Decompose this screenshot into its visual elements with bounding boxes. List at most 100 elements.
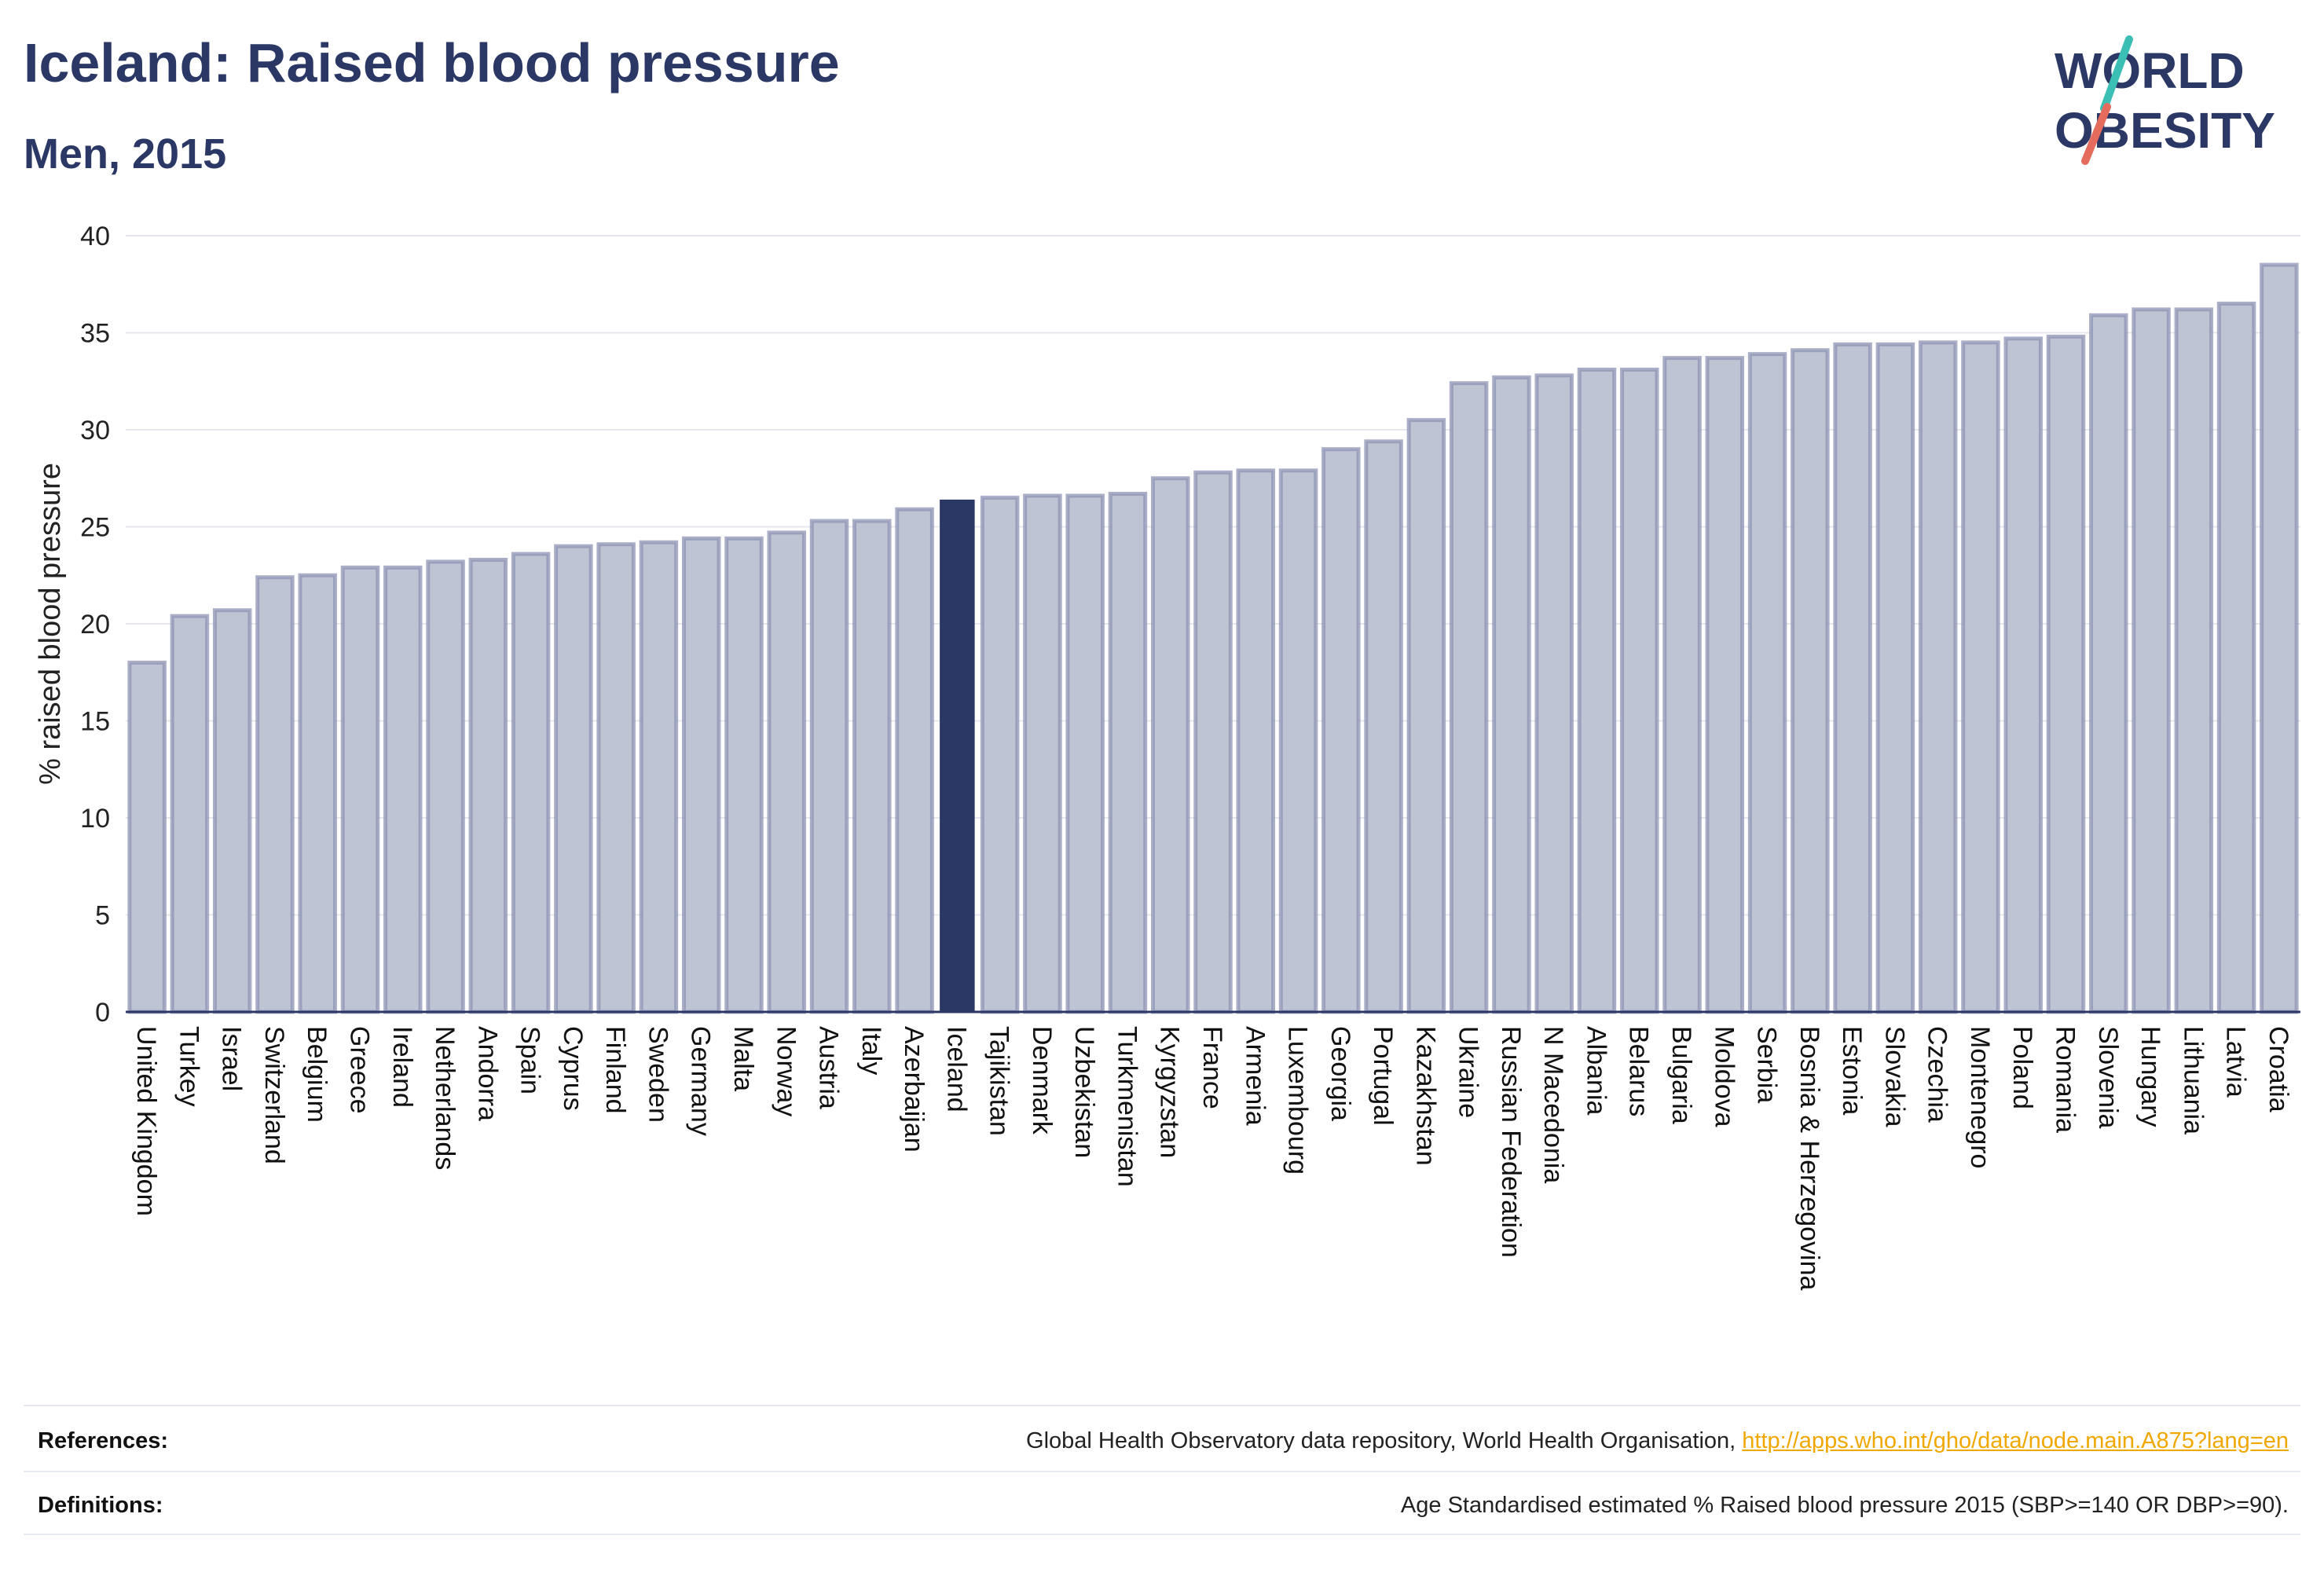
bar xyxy=(1065,493,1105,1014)
bar xyxy=(1406,418,1446,1014)
x-tick-label: Latvia xyxy=(2221,1026,2251,1098)
bar xyxy=(554,544,593,1014)
x-tick-label: Georgia xyxy=(1325,1026,1355,1121)
bar xyxy=(127,660,167,1014)
bar xyxy=(2003,336,2043,1014)
bar xyxy=(724,536,764,1014)
bar xyxy=(1705,356,1745,1014)
bar xyxy=(767,530,807,1014)
x-tick-label: Albania xyxy=(1581,1026,1611,1116)
bar xyxy=(212,608,252,1014)
bar xyxy=(340,565,380,1014)
bar-highlight xyxy=(940,499,975,1012)
x-tick-label: N Macedonia xyxy=(1538,1026,1568,1183)
bar xyxy=(383,565,423,1014)
x-tick-label: Poland xyxy=(2007,1026,2037,1109)
definitions-label: Definitions: xyxy=(38,1493,163,1518)
bar xyxy=(1534,373,1574,1014)
logo-line1: WORLD xyxy=(2055,42,2245,99)
bar xyxy=(2089,313,2128,1014)
x-tick-label: Azerbaijan xyxy=(899,1026,929,1153)
x-tick-label: Lithuania xyxy=(2178,1026,2208,1134)
x-tick-label: Italy xyxy=(856,1026,886,1075)
page-title: Iceland: Raised blood pressure xyxy=(24,32,840,93)
x-tick-label: Luxembourg xyxy=(1283,1026,1313,1175)
logo-slash-coral xyxy=(2081,103,2111,165)
bar xyxy=(2046,334,2086,1014)
references-link[interactable]: http://apps.who.int/gho/data/node.main.A… xyxy=(1742,1428,2289,1453)
x-tick-label: Sweden xyxy=(643,1026,673,1123)
bar xyxy=(596,542,636,1014)
x-tick-label: Turkmenistan xyxy=(1112,1026,1142,1187)
x-tick-label: Estonia xyxy=(1837,1026,1867,1115)
y-tick-label: 20 xyxy=(80,610,110,640)
bar xyxy=(2132,307,2171,1014)
bar xyxy=(298,573,337,1014)
y-tick-label: 0 xyxy=(95,998,110,1028)
x-tick-label: Uzbekistan xyxy=(1069,1026,1099,1158)
bar xyxy=(980,495,1020,1014)
bar xyxy=(681,536,721,1014)
references-label: References: xyxy=(38,1428,169,1453)
x-tick-label: Ireland xyxy=(387,1026,417,1108)
x-tick-label: Malta xyxy=(728,1026,758,1091)
bar xyxy=(1875,342,1915,1014)
logo-slash-teal xyxy=(2100,35,2133,112)
bar xyxy=(1278,468,1318,1014)
footer-divider-bottom xyxy=(24,1534,2300,1535)
x-tick-label: Switzerland xyxy=(259,1026,289,1164)
y-axis-label: % raised blood pressure xyxy=(34,463,67,785)
bar xyxy=(511,552,551,1014)
y-tick-label: 25 xyxy=(80,513,110,543)
world-obesity-logo: WORLD OBESITY xyxy=(2055,35,2275,165)
bar xyxy=(2260,262,2299,1014)
bar xyxy=(1918,340,1958,1014)
x-tick-label: Austria xyxy=(814,1026,844,1109)
x-tick-label: Croatia xyxy=(2264,1026,2293,1112)
x-tick-label: Slovenia xyxy=(2093,1026,2123,1129)
bar xyxy=(1747,352,1787,1014)
bar xyxy=(1321,447,1361,1014)
x-tick-label: Turkey xyxy=(174,1026,203,1107)
x-tick-label: Tajikistan xyxy=(984,1026,1014,1136)
x-tick-label: Serbia xyxy=(1752,1026,1782,1103)
x-tick-label: Montenegro xyxy=(1965,1026,1995,1168)
x-tick-label: United Kingdom xyxy=(131,1026,161,1216)
x-tick-label: Russian Federation xyxy=(1496,1026,1526,1258)
bar xyxy=(1364,439,1403,1014)
x-tick-label: Czechia xyxy=(1923,1026,1952,1123)
bar-chart: 0 5 10 15 20 25 30 35 40 % raised blood pressure U… xyxy=(34,222,2300,1291)
x-tick-label: Moldova xyxy=(1709,1026,1739,1127)
x-tick-label: Bulgaria xyxy=(1666,1026,1696,1124)
bar xyxy=(1236,468,1276,1014)
x-tick-label: Bosnia & Herzegovina xyxy=(1794,1026,1824,1291)
footer-divider-top xyxy=(24,1405,2300,1406)
x-tick-label: Norway xyxy=(771,1026,801,1116)
bar xyxy=(1492,375,1531,1014)
x-tick-label: Iceland xyxy=(941,1026,971,1112)
y-tick-label: 15 xyxy=(80,707,110,737)
bar xyxy=(1662,356,1702,1014)
x-tick-label: Andorra xyxy=(472,1026,502,1121)
bar xyxy=(1449,381,1489,1014)
bar xyxy=(1961,340,2000,1014)
y-tick-label: 35 xyxy=(80,319,110,349)
x-tick-label: Denmark xyxy=(1027,1026,1057,1135)
footer-divider-middle xyxy=(24,1471,2300,1472)
bar xyxy=(170,614,210,1014)
x-tick-label: Armenia xyxy=(1240,1026,1270,1126)
page-subtitle: Men, 2015 xyxy=(24,130,227,178)
y-tick-label: 30 xyxy=(80,416,110,445)
x-tick-label: Portugal xyxy=(1368,1026,1398,1126)
x-tick-label: Germany xyxy=(686,1026,716,1136)
x-tick-label: Belgium xyxy=(302,1026,332,1123)
bar xyxy=(426,559,465,1014)
x-tick-label: Netherlands xyxy=(430,1026,460,1170)
bar xyxy=(809,519,849,1014)
bar xyxy=(1791,348,1830,1014)
x-tick-label: Kazakhstan xyxy=(1410,1026,1440,1166)
x-tick-label: Spain xyxy=(515,1026,545,1094)
x-tick-label: Kyrgyzstan xyxy=(1155,1026,1185,1158)
bar xyxy=(1833,342,1872,1014)
bar xyxy=(1023,493,1062,1014)
